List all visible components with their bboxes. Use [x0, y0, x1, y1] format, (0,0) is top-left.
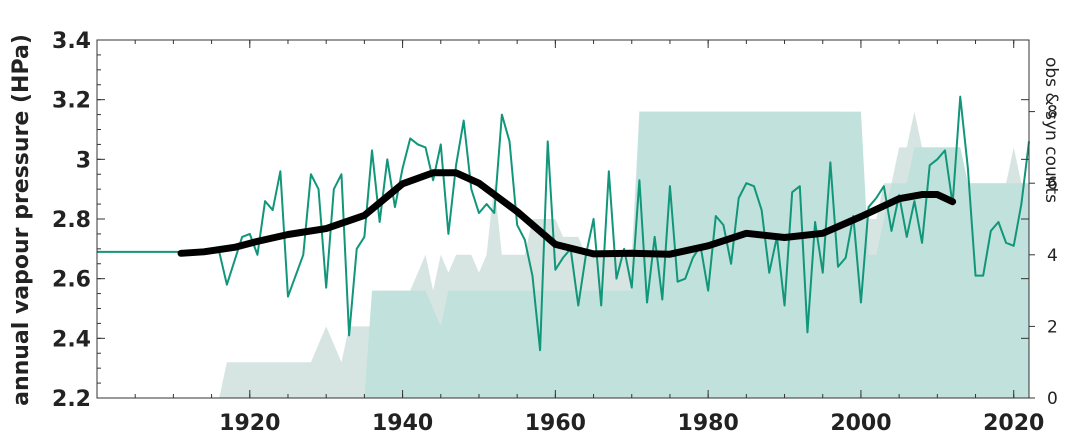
- y2-tick-label: 0: [1047, 389, 1058, 409]
- y-tick-label: 3: [76, 148, 91, 173]
- y-tick-label: 2.6: [52, 268, 91, 293]
- y2-tick-label: 2: [1047, 317, 1058, 337]
- x-tick-label: 1940: [372, 411, 433, 436]
- y2-tick-label: 4: [1047, 246, 1058, 266]
- y-tick-label: 3.4: [52, 29, 91, 54]
- smoothed-series-line: [177, 169, 957, 258]
- x-tick-label: 1980: [678, 411, 739, 436]
- annual-series-line: [211, 95, 1030, 352]
- x-tick-label: 2020: [983, 411, 1044, 436]
- y-tick-label: 3.2: [52, 89, 91, 114]
- series-lines-layer: [97, 95, 1030, 352]
- y-tick-label: 2.4: [52, 327, 91, 352]
- syn-counts-area: [219, 111, 1030, 398]
- x-tick-label: 1960: [525, 411, 586, 436]
- y-tick-label: 2.8: [52, 208, 91, 233]
- x-tick-label: 1920: [219, 411, 280, 436]
- y-tick-label: 2.2: [52, 387, 91, 412]
- y-axis-label: annual vapour pressure (HPa): [9, 34, 34, 406]
- y2-tick-label: 8: [1047, 103, 1058, 123]
- axes-layer: 2.2 2.4 2.6 2.8 3 3.2 3.4 0 2 4 6 8 1920 1940 1960 1980…: [52, 29, 1058, 436]
- y2-tick-label: 6: [1047, 174, 1058, 194]
- y2-axis-label: obs & syn counts: [1041, 57, 1061, 203]
- counts-area-layer: [219, 111, 1030, 398]
- x-tick-label: 2000: [830, 411, 891, 436]
